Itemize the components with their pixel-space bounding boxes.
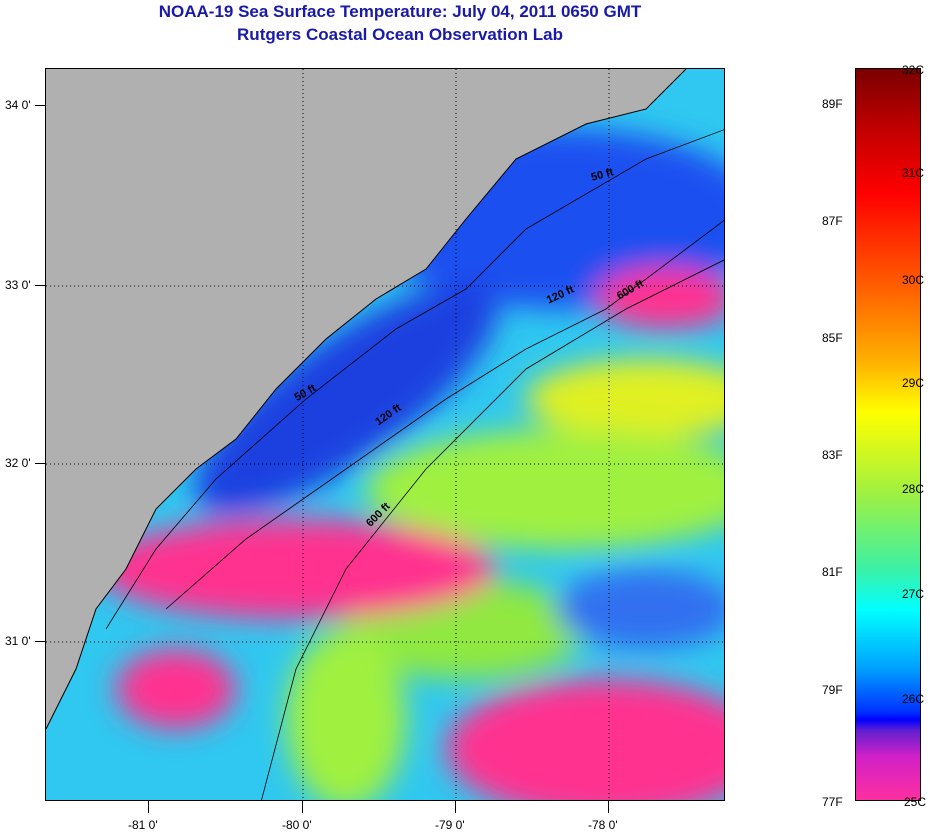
colorbar <box>855 68 921 801</box>
contour-120ft <box>165 220 724 610</box>
contour-600ft <box>261 259 724 800</box>
lon-tick-label: -79 0' <box>435 818 465 832</box>
colorbar-c-label: 29C <box>902 376 925 390</box>
land <box>46 69 686 729</box>
lat-tick-label: 33 0' <box>5 278 31 292</box>
colorbar-f-label: 85F <box>822 331 843 345</box>
colorbar-c-label: 31C <box>902 166 925 180</box>
colorbar-c-label: 30C <box>902 273 925 287</box>
coastline <box>46 69 687 730</box>
lat-tick-label: 34 0' <box>5 98 31 112</box>
lat-tick-label: 31 0' <box>5 634 31 648</box>
colorbar-f-label: 77F <box>822 795 843 809</box>
colorbar-f-label: 81F <box>822 565 843 579</box>
colorbar-c-label: 25C <box>904 795 927 809</box>
colorbar-f-label: 87F <box>822 214 843 228</box>
contour-50ft <box>105 129 724 630</box>
colorbar-f-label: 83F <box>822 448 843 462</box>
sst-field <box>96 129 724 800</box>
colorbar-c-label: 27C <box>902 587 925 601</box>
sst-image <box>46 69 724 800</box>
colorbar-c-label: 26C <box>902 692 925 706</box>
lon-tick-label: -81 0' <box>128 818 158 832</box>
colorbar-f-label: 79F <box>822 683 843 697</box>
colorbar-f-label: 89F <box>822 97 843 111</box>
lon-tick-label: -78 0' <box>588 818 618 832</box>
lat-tick-label: 32 0' <box>5 456 31 470</box>
map-subtitle: Rutgers Coastal Ocean Observation Lab <box>237 25 563 44</box>
lon-tick-label: -80 0' <box>282 818 312 832</box>
colorbar-c-label: 28C <box>902 482 925 496</box>
colorbar-c-label: 32C <box>902 63 925 77</box>
map-title: NOAA-19 Sea Surface Temperature: July 04… <box>158 2 642 21</box>
sst-map: 50 ft 120 ft 600 ft 50 ft 120 ft 600 ft <box>45 68 725 801</box>
